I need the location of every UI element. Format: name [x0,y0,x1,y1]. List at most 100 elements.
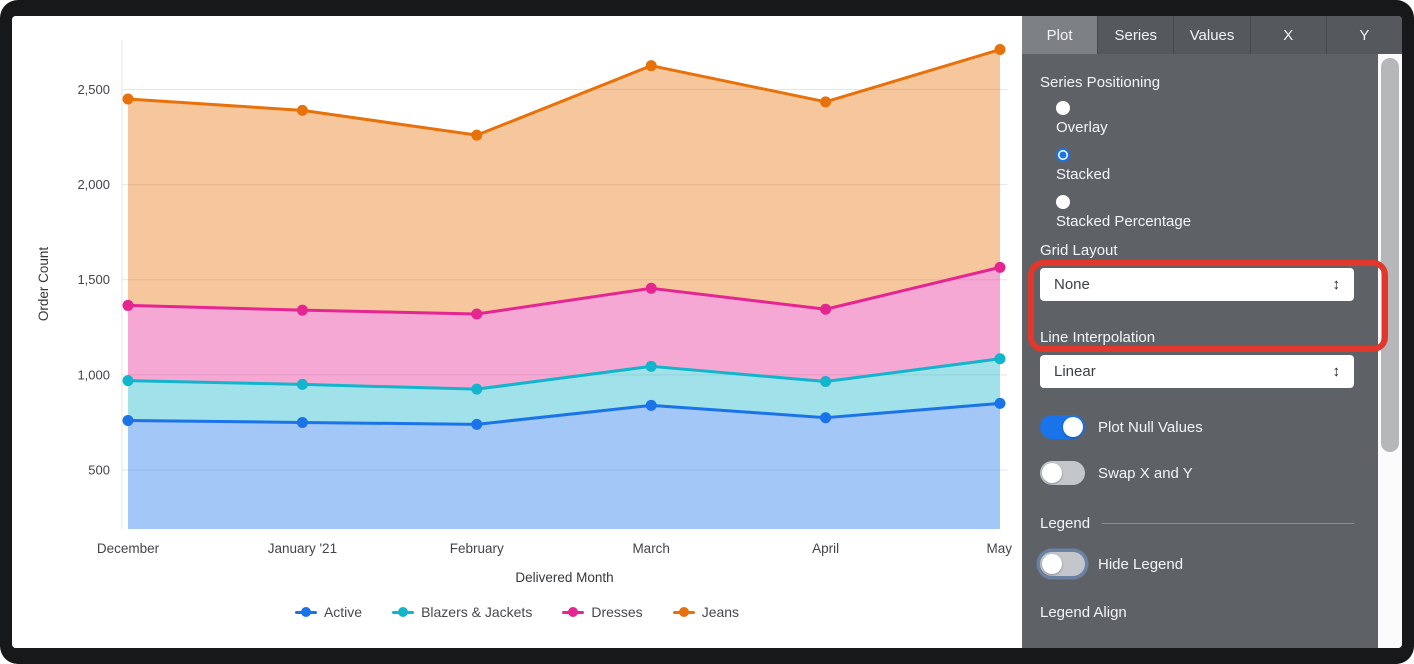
data-point[interactable] [122,299,134,311]
series-positioning-label: Series Positioning [1040,74,1161,91]
data-point[interactable] [296,304,308,316]
data-point[interactable] [296,416,308,428]
svg-text:500: 500 [88,463,110,478]
data-point[interactable] [296,378,308,390]
radio-stacked-percentage-label: Stacked Percentage [1056,213,1192,230]
legend-section-label: Legend [1040,515,1091,532]
plot-null-values-toggle[interactable] [1040,415,1085,439]
data-point[interactable] [122,375,134,387]
window-content: 500 1,000 1,500 2,000 2,500 Order Count Decemb… [12,16,1402,648]
legend-marker-icon [294,607,317,617]
x-axis-title: Delivered Month [515,570,613,585]
series-line-Jeans [127,48,1001,137]
data-point[interactable] [994,261,1006,273]
swap-x-y-row: Swap X and Y [1040,461,1354,485]
legend-item-Blazers & Jackets[interactable]: Blazers & Jackets [392,604,532,620]
series-line-Blazers & Jackets [127,357,1001,391]
chart-region: 500 1,000 1,500 2,000 2,500 Order Count Decemb… [12,16,1022,648]
series-area-Blazers & Jackets [128,358,1000,425]
toggle-knob [1042,463,1062,483]
plot-null-values-label: Plot Null Values [1098,418,1203,436]
series-line-Active [127,401,1001,426]
scrollbar-thumb[interactable] [1381,58,1399,452]
legend-label: Jeans [701,604,740,620]
svg-text:January '21: January '21 [268,541,337,556]
radio-button-icon[interactable] [1056,148,1070,162]
config-tabbar: Plot Series Values X Y [1022,16,1402,54]
svg-text:February: February [450,541,504,556]
legend-marker-icon [562,607,585,617]
panel-scrollbar[interactable] [1378,54,1402,648]
hide-legend-toggle[interactable] [1040,552,1085,576]
data-point[interactable] [122,415,134,427]
tab-x[interactable]: X [1249,16,1326,54]
legend-label: Blazers & Jackets [421,604,533,620]
series-area-Active [128,403,1000,529]
select-updown-icon: ↕ [1332,276,1341,293]
data-point[interactable] [645,60,657,72]
svg-text:2,500: 2,500 [77,82,110,97]
legend-label: Dresses [591,604,643,620]
data-point[interactable] [820,303,832,315]
tab-y[interactable]: Y [1325,16,1402,54]
grid-layout-value: None [1054,276,1090,293]
data-point[interactable] [122,93,134,105]
plot-null-values-row: Plot Null Values [1040,415,1354,439]
legend-item-Active[interactable]: Active [294,604,362,620]
data-point[interactable] [994,44,1006,56]
data-point[interactable] [994,353,1006,365]
chart-legend: Active Blazers & Jackets Dresses Jeans [12,604,1022,620]
radio-stacked-label: Stacked [1056,166,1111,183]
data-point[interactable] [471,308,483,320]
data-point[interactable] [820,376,832,388]
series-area-Jeans [128,49,1000,314]
legend-item-Jeans[interactable]: Jeans [672,604,740,620]
tab-values[interactable]: Values [1173,16,1249,54]
radio-overlay[interactable]: Overlay [1056,101,1354,136]
line-interpolation-select[interactable]: Linear ↕ [1040,355,1354,388]
series-positioning-group: Overlay Stacked Stacked Percentage [1040,101,1354,230]
svg-text:May: May [986,541,1012,556]
data-point[interactable] [645,360,657,372]
data-point[interactable] [820,412,832,424]
svg-text:December: December [97,541,160,556]
svg-text:April: April [812,541,839,556]
hide-legend-row: Hide Legend [1040,552,1354,576]
grid-layout-field: Grid Layout None ↕ [1040,242,1354,301]
svg-text:2,000: 2,000 [77,177,110,192]
data-point[interactable] [471,129,483,141]
y-axis-title: Order Count [36,247,51,322]
data-point[interactable] [994,397,1006,409]
swap-x-and-y-toggle[interactable] [1040,461,1085,485]
radio-stacked-percentage[interactable]: Stacked Percentage [1056,195,1354,230]
section-divider [1102,523,1354,524]
legend-section-header: Legend [1040,515,1354,532]
radio-stacked[interactable]: Stacked [1056,148,1354,183]
svg-text:1,000: 1,000 [77,367,110,382]
data-point[interactable] [645,399,657,411]
legend-marker-icon [672,607,695,617]
legend-align-label: Legend Align [1040,604,1127,621]
grid-layout-label: Grid Layout [1040,242,1118,259]
tab-series[interactable]: Series [1097,16,1173,54]
data-point[interactable] [645,282,657,294]
legend-item-Dresses[interactable]: Dresses [562,604,643,620]
line-interpolation-value: Linear [1054,363,1096,380]
radio-overlay-label: Overlay [1056,119,1108,136]
radio-button-icon[interactable] [1056,195,1070,209]
stacked-area-chart: 500 1,000 1,500 2,000 2,500 Order Count Decemb… [36,40,1012,585]
data-point[interactable] [471,383,483,395]
radio-button-icon[interactable] [1056,101,1070,115]
toggle-knob [1063,417,1083,437]
svg-text:1,500: 1,500 [77,272,110,287]
data-point[interactable] [471,418,483,430]
line-interpolation-field: Line Interpolation Linear ↕ [1040,329,1354,388]
grid-layout-select[interactable]: None ↕ [1040,268,1354,301]
data-point[interactable] [296,104,308,116]
plot-settings: Series Positioning Overlay Stacked S [1022,54,1378,648]
data-point[interactable] [820,96,832,108]
tab-plot[interactable]: Plot [1022,16,1098,54]
hide-legend-label: Hide Legend [1098,555,1184,573]
